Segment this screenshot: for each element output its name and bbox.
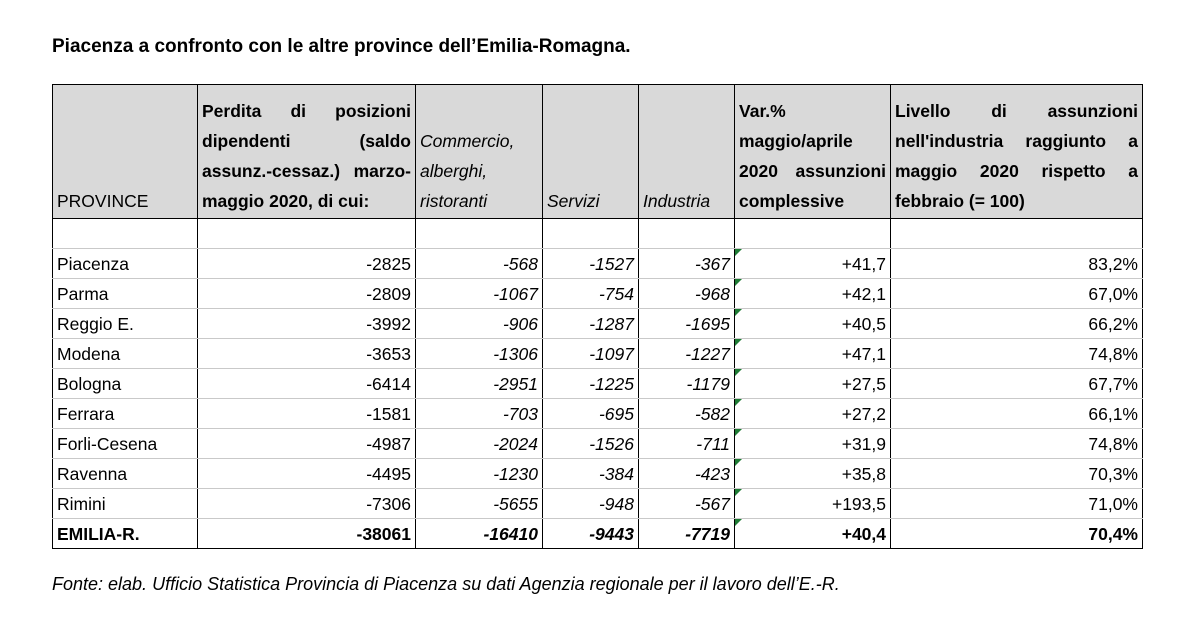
industria-cell: -1227: [638, 338, 735, 369]
perdita-cell: -2809: [197, 278, 416, 309]
servizi-cell: -1225: [542, 368, 639, 399]
livello-cell: 70,4%: [890, 518, 1143, 549]
servizi-cell: -1287: [542, 308, 639, 339]
perdita-cell: -38061: [197, 518, 416, 549]
livello-cell: 66,1%: [890, 398, 1143, 429]
servizi-cell: -948: [542, 488, 639, 519]
commercio-cell: -1306: [415, 338, 543, 369]
province-name-cell: Forli-Cesena: [52, 428, 198, 459]
perdita-cell: -3992: [197, 308, 416, 339]
header-servizi: Servizi: [542, 84, 639, 219]
livello-cell: 67,7%: [890, 368, 1143, 399]
commercio-cell: -1230: [415, 458, 543, 489]
province-name-cell: Parma: [52, 278, 198, 309]
province-name-cell: Ferrara: [52, 398, 198, 429]
spacer-row: [52, 218, 1143, 249]
perdita-cell: -4495: [197, 458, 416, 489]
industria-cell: -7719: [638, 518, 735, 549]
commercio-cell: -1067: [415, 278, 543, 309]
commercio-cell: -906: [415, 308, 543, 339]
commercio-cell: -703: [415, 398, 543, 429]
province-name-cell: Ravenna: [52, 458, 198, 489]
table-row: Forli-Cesena -4987 -2024 -1526 -711 +31,9 74,8…: [52, 428, 1143, 459]
industria-cell: -367: [638, 248, 735, 279]
commercio-cell: -5655: [415, 488, 543, 519]
perdita-cell: -3653: [197, 338, 416, 369]
header-industria: Industria: [638, 84, 735, 219]
industria-cell: -711: [638, 428, 735, 459]
table-row: Ferrara -1581 -703 -695 -582 +27,2 66,1%: [52, 398, 1143, 429]
servizi-cell: -1526: [542, 428, 639, 459]
commercio-cell: -2024: [415, 428, 543, 459]
perdita-cell: -4987: [197, 428, 416, 459]
livello-cell: 74,8%: [890, 428, 1143, 459]
province-name-cell: Bologna: [52, 368, 198, 399]
table-row: Rimini -7306 -5655 -948 -567 +193,5 71,0%: [52, 488, 1143, 519]
livello-cell: 74,8%: [890, 338, 1143, 369]
servizi-cell: -1527: [542, 248, 639, 279]
servizi-cell: -9443: [542, 518, 639, 549]
commercio-cell: -16410: [415, 518, 543, 549]
industria-cell: -1695: [638, 308, 735, 339]
industria-cell: -582: [638, 398, 735, 429]
source-note: Fonte: elab. Ufficio Statistica Provinci…: [52, 574, 840, 594]
header-province: PROVINCE: [52, 84, 198, 219]
table-row: Piacenza -2825 -568 -1527 -367 +41,7 83,2%: [52, 248, 1143, 279]
commercio-cell: -2951: [415, 368, 543, 399]
var-cell: +27,5: [734, 368, 891, 399]
livello-cell: 70,3%: [890, 458, 1143, 489]
livello-cell: 71,0%: [890, 488, 1143, 519]
var-cell: +40,5: [734, 308, 891, 339]
servizi-cell: -1097: [542, 338, 639, 369]
table-row: Ravenna -4495 -1230 -384 -423 +35,8 70,3%: [52, 458, 1143, 489]
header-var: Var.% maggio/aprile 2020 assunzioni comp…: [734, 84, 891, 219]
total-row: EMILIA-R. -38061 -16410 -9443 -7719 +40,4 70,4…: [52, 518, 1143, 549]
perdita-cell: -6414: [197, 368, 416, 399]
industria-cell: -567: [638, 488, 735, 519]
provinces-table: PROVINCE Perdita di posizioni dipendenti…: [52, 84, 1143, 549]
livello-cell: 66,2%: [890, 308, 1143, 339]
var-cell: +47,1: [734, 338, 891, 369]
var-cell: +41,7: [734, 248, 891, 279]
table-row: Reggio E. -3992 -906 -1287 -1695 +40,5 66,2%: [52, 308, 1143, 339]
servizi-cell: -754: [542, 278, 639, 309]
province-name-cell: Rimini: [52, 488, 198, 519]
var-cell: +31,9: [734, 428, 891, 459]
livello-cell: 67,0%: [890, 278, 1143, 309]
var-cell: +40,4: [734, 518, 891, 549]
industria-cell: -968: [638, 278, 735, 309]
var-cell: +27,2: [734, 398, 891, 429]
province-name-cell: Modena: [52, 338, 198, 369]
table-header-row: PROVINCE Perdita di posizioni dipendenti…: [52, 84, 1143, 219]
perdita-cell: -2825: [197, 248, 416, 279]
var-cell: +42,1: [734, 278, 891, 309]
province-name-cell: Reggio E.: [52, 308, 198, 339]
table-row: Parma -2809 -1067 -754 -968 +42,1 67,0%: [52, 278, 1143, 309]
servizi-cell: -384: [542, 458, 639, 489]
province-name-cell: Piacenza: [52, 248, 198, 279]
perdita-cell: -1581: [197, 398, 416, 429]
perdita-cell: -7306: [197, 488, 416, 519]
header-livello: Livello di assunzioni nell'industria rag…: [890, 84, 1143, 219]
page-title: Piacenza a confronto con le altre provin…: [52, 36, 631, 57]
header-perdita: Perdita di posizioni dipendenti (saldo a…: [197, 84, 416, 219]
var-cell: +35,8: [734, 458, 891, 489]
table-row: Modena -3653 -1306 -1097 -1227 +47,1 74,8%: [52, 338, 1143, 369]
industria-cell: -1179: [638, 368, 735, 399]
var-cell: +193,5: [734, 488, 891, 519]
livello-cell: 83,2%: [890, 248, 1143, 279]
header-commercio: Commercio, alberghi, ristoranti: [415, 84, 543, 219]
commercio-cell: -568: [415, 248, 543, 279]
servizi-cell: -695: [542, 398, 639, 429]
province-name-cell: EMILIA-R.: [52, 518, 198, 549]
industria-cell: -423: [638, 458, 735, 489]
table-row: Bologna -6414 -2951 -1225 -1179 +27,5 67,7%: [52, 368, 1143, 399]
